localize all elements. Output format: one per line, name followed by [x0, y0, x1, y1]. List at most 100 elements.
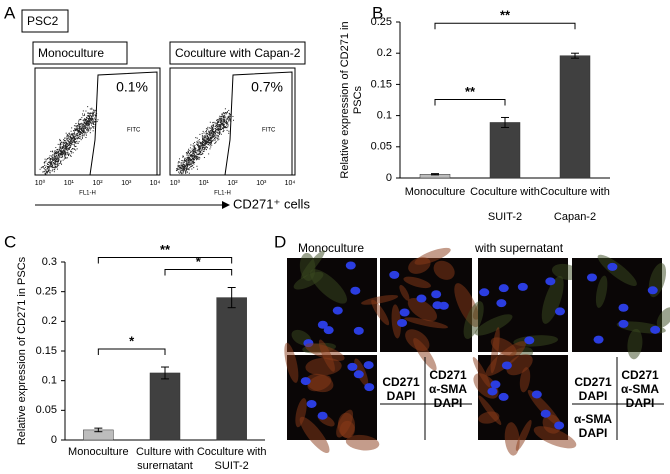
event-dot: [92, 118, 94, 120]
event-dot: [62, 144, 64, 146]
event-dot: [191, 161, 193, 163]
event-dot: [188, 156, 190, 158]
event-dot: [63, 150, 65, 152]
event-dot: [182, 167, 184, 169]
gate: [224, 71, 293, 176]
event-dot: [208, 142, 210, 144]
event-dot: [86, 120, 88, 122]
event-dot: [232, 115, 234, 117]
event-dot: [58, 162, 60, 164]
event-dot: [215, 122, 217, 124]
event-dot: [79, 138, 81, 140]
event-dot: [82, 110, 84, 112]
event-dot: [82, 131, 84, 133]
event-dot: [46, 162, 48, 164]
event-dot: [192, 152, 194, 154]
event-dot: [221, 120, 223, 122]
event-dot: [54, 161, 56, 163]
event-dot: [60, 146, 62, 148]
event-dot: [220, 121, 222, 123]
fiber: [306, 373, 334, 393]
event-dot: [76, 124, 78, 126]
event-dot: [74, 142, 76, 144]
event-dot: [51, 164, 53, 166]
event-dot: [213, 132, 215, 134]
event-dot: [206, 137, 208, 139]
events: [175, 108, 234, 175]
event-dot: [91, 108, 93, 110]
nucleus: [431, 290, 442, 299]
event-dot: [55, 158, 57, 160]
event-dot: [223, 125, 225, 127]
event-dot: [70, 154, 72, 156]
event-dot: [78, 131, 80, 133]
event-dot: [180, 162, 182, 164]
event-dot: [77, 132, 79, 134]
event-dot: [191, 160, 193, 162]
nucleus: [363, 361, 374, 370]
event-dot: [62, 155, 64, 157]
event-dot: [201, 135, 203, 137]
event-dot: [69, 145, 71, 147]
event-dot: [49, 158, 51, 160]
nucleus: [353, 326, 364, 335]
event-dot: [52, 154, 54, 156]
event-dot: [186, 167, 188, 169]
event-dot: [71, 140, 73, 142]
event-dot: [189, 155, 191, 157]
event-dot: [177, 166, 179, 168]
event-dot: [88, 117, 90, 119]
fiber: [405, 329, 430, 352]
event-dot: [66, 146, 68, 148]
event-dot: [192, 153, 194, 155]
nucleus: [317, 320, 328, 329]
fiber: [295, 398, 307, 428]
event-dot: [212, 132, 214, 134]
event-dot: [213, 135, 215, 137]
event-dot: [217, 137, 219, 139]
event-dot: [89, 115, 91, 117]
event-dot: [66, 134, 68, 136]
event-dot: [60, 141, 62, 143]
event-dot: [68, 147, 70, 149]
event-dot: [193, 163, 195, 165]
event-dot: [193, 156, 195, 158]
event-dot: [218, 131, 220, 133]
event-dot: [51, 167, 53, 169]
event-dot: [70, 142, 72, 144]
event-dot: [211, 137, 213, 139]
event-dot: [62, 147, 64, 149]
bar: [216, 297, 247, 441]
event-dot: [64, 141, 66, 143]
event-dot: [195, 158, 197, 160]
event-dot: [205, 128, 207, 130]
event-dot: [59, 156, 61, 158]
event-dot: [55, 159, 57, 161]
event-dot: [57, 157, 59, 159]
event-dot: [51, 156, 53, 158]
event-dot: [218, 121, 220, 123]
event-dot: [59, 150, 61, 152]
event-dot: [186, 153, 188, 155]
event-dot: [75, 125, 77, 127]
event-dot: [57, 150, 59, 152]
event-dot: [224, 114, 226, 116]
event-dot: [47, 171, 49, 173]
event-dot: [63, 142, 65, 144]
event-dot: [63, 152, 65, 154]
event-dot: [71, 139, 73, 141]
event-dot: [210, 142, 212, 144]
bracket: [164, 269, 233, 276]
event-dot: [62, 146, 64, 148]
micrograph: [284, 339, 380, 454]
event-dot: [61, 153, 63, 155]
event-dot: [185, 168, 187, 170]
fiber: [541, 275, 564, 324]
event-dot: [217, 123, 219, 125]
fiber: [506, 354, 533, 376]
event-dot: [196, 158, 198, 160]
event-dot: [65, 157, 67, 159]
event-dot: [82, 134, 84, 136]
event-dot: [201, 136, 203, 138]
fiber: [408, 257, 431, 274]
